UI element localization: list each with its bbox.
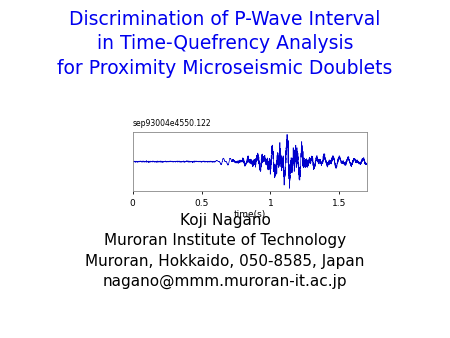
Text: sep93004e4550.122: sep93004e4550.122	[133, 119, 212, 128]
Text: Koji Nagano
Muroran Institute of Technology
Muroran, Hokkaido, 050-8585, Japan
n: Koji Nagano Muroran Institute of Technol…	[86, 213, 365, 289]
X-axis label: time(s): time(s)	[234, 210, 266, 219]
Text: Discrimination of P-Wave Interval
in Time-Quefrency Analysis
for Proximity Micro: Discrimination of P-Wave Interval in Tim…	[57, 10, 393, 78]
